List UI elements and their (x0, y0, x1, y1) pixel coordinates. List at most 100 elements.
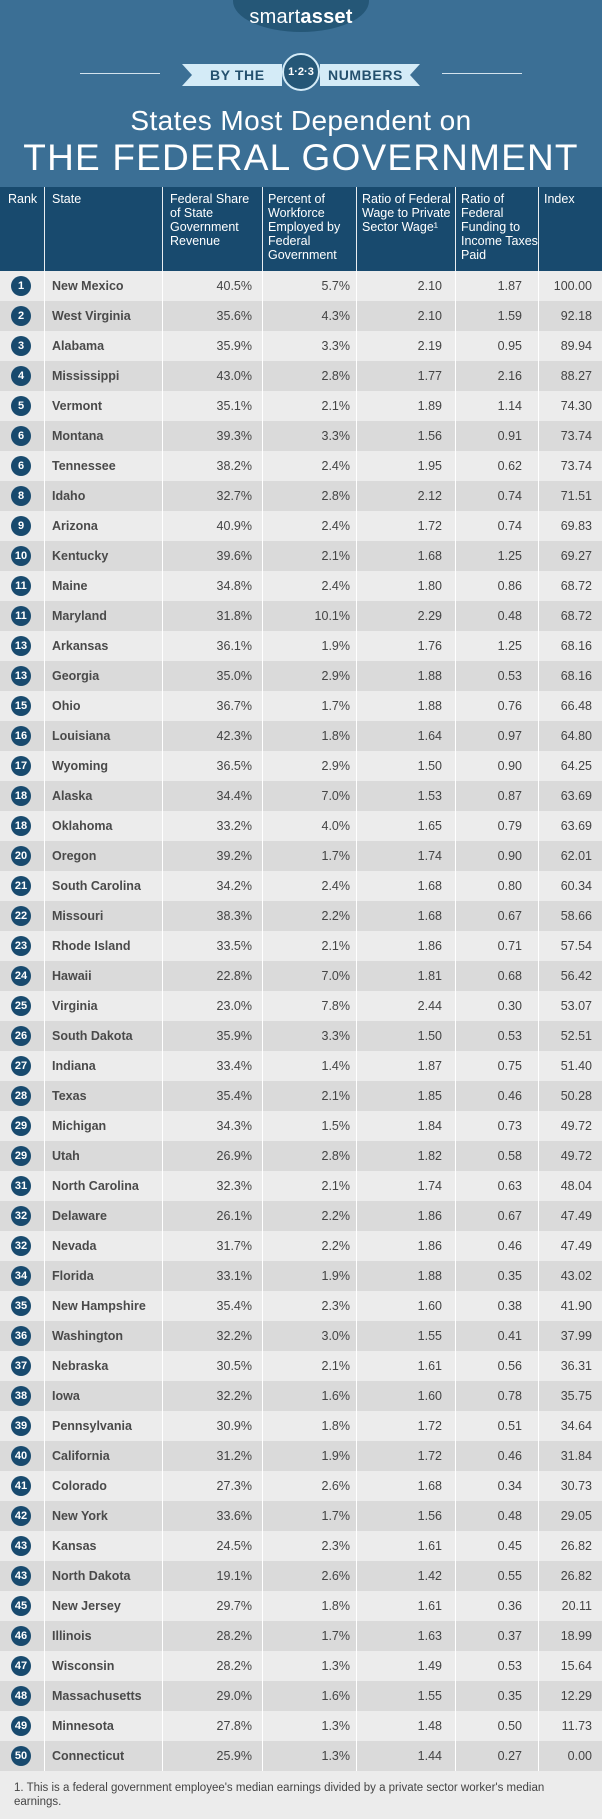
workforce-percent-cell: 2.1% (321, 399, 351, 413)
column-divider (538, 1561, 539, 1591)
state-name: Virginia (52, 999, 98, 1013)
workforce-percent-cell: 2.4% (321, 519, 351, 533)
state-name: Hawaii (52, 969, 92, 983)
column-divider (356, 991, 357, 1021)
column-divider (538, 691, 539, 721)
table-row: 9 Arizona 40.9% 2.4% 1.72 0.74 69.83 (0, 511, 602, 541)
rank-badge: 23 (11, 936, 31, 956)
index-cell: 35.75 (560, 1389, 592, 1403)
column-divider (356, 961, 357, 991)
index-cell: 73.74 (560, 429, 592, 443)
column-divider (455, 841, 456, 871)
state-name: Oklahoma (52, 819, 113, 833)
column-divider (262, 1441, 263, 1471)
wage-ratio-cell: 1.88 (417, 1269, 442, 1283)
index-cell: 71.51 (560, 489, 592, 503)
column-divider (455, 571, 456, 601)
rank-badge: 24 (11, 966, 31, 986)
index-cell: 48.04 (560, 1179, 592, 1193)
table-row: 5 Vermont 35.1% 2.1% 1.89 1.14 74.30 (0, 391, 602, 421)
column-divider (162, 691, 163, 721)
column-divider (455, 1651, 456, 1681)
index-cell: 47.49 (560, 1239, 592, 1253)
state-name: Idaho (52, 489, 86, 503)
index-cell: 68.16 (560, 669, 592, 683)
column-divider (538, 271, 539, 301)
rank-badge: 25 (11, 996, 31, 1016)
column-divider (262, 1681, 263, 1711)
state-name: Massachusetts (52, 1689, 142, 1703)
column-divider (356, 481, 357, 511)
column-divider (44, 1021, 45, 1051)
wage-ratio-cell: 1.56 (417, 429, 442, 443)
column-divider (162, 811, 163, 841)
column-divider (538, 1471, 539, 1501)
column-divider (44, 451, 45, 481)
column-divider (538, 451, 539, 481)
federal-share-cell: 32.2% (216, 1329, 252, 1343)
column-divider (538, 361, 539, 391)
workforce-percent-cell: 2.6% (321, 1479, 351, 1493)
column-divider (455, 631, 456, 661)
column-divider (356, 1651, 357, 1681)
funding-ratio-cell: 1.25 (497, 549, 522, 563)
federal-share-cell: 24.5% (216, 1539, 252, 1553)
table-row: 18 Oklahoma 33.2% 4.0% 1.65 0.79 63.69 (0, 811, 602, 841)
index-cell: 49.72 (560, 1119, 592, 1133)
index-cell: 52.51 (560, 1029, 592, 1043)
rank-badge: 6 (11, 426, 31, 446)
column-divider (44, 811, 45, 841)
wage-ratio-cell: 1.61 (417, 1359, 442, 1373)
wage-ratio-cell: 1.86 (417, 939, 442, 953)
column-divider (162, 1471, 163, 1501)
federal-share-cell: 34.3% (216, 1119, 252, 1133)
column-divider (538, 511, 539, 541)
column-divider (455, 871, 456, 901)
federal-share-cell: 34.8% (216, 579, 252, 593)
column-divider (162, 511, 163, 541)
column-divider (538, 1201, 539, 1231)
rank-badge: 34 (11, 1266, 31, 1286)
column-divider (538, 1141, 539, 1171)
index-cell: 0.00 (567, 1749, 592, 1763)
table-row: 17 Wyoming 36.5% 2.9% 1.50 0.90 64.25 (0, 751, 602, 781)
workforce-percent-cell: 2.1% (321, 1359, 351, 1373)
column-divider (44, 1711, 45, 1741)
column-divider (455, 1591, 456, 1621)
column-divider (44, 571, 45, 601)
index-cell: 63.69 (560, 789, 592, 803)
index-cell: 68.72 (560, 609, 592, 623)
column-divider (455, 451, 456, 481)
column-divider (538, 1081, 539, 1111)
table-row: 43 North Dakota 19.1% 2.6% 1.42 0.55 26.82 (0, 1561, 602, 1591)
column-divider (162, 331, 163, 361)
state-name: Connecticut (52, 1749, 125, 1763)
funding-ratio-cell: 0.75 (497, 1059, 522, 1073)
funding-ratio-cell: 0.46 (497, 1089, 522, 1103)
column-divider (162, 961, 163, 991)
column-divider (162, 481, 163, 511)
column-divider (262, 601, 263, 631)
column-divider (356, 871, 357, 901)
funding-ratio-cell: 0.38 (497, 1299, 522, 1313)
column-divider (455, 781, 456, 811)
column-divider (538, 391, 539, 421)
table-row: 48 Massachusetts 29.0% 1.6% 1.55 0.35 12.29 (0, 1681, 602, 1711)
state-name: Mississippi (52, 369, 120, 383)
wage-ratio-cell: 1.84 (417, 1119, 442, 1133)
wage-ratio-cell: 1.53 (417, 789, 442, 803)
rank-badge: 8 (11, 486, 31, 506)
workforce-percent-cell: 2.3% (321, 1539, 351, 1553)
column-divider (455, 1171, 456, 1201)
column-divider (162, 1621, 163, 1651)
wage-ratio-cell: 1.72 (417, 1449, 442, 1463)
column-header-federal-share: Federal Share of State Government Revenu… (170, 192, 250, 248)
index-cell: 66.48 (560, 699, 592, 713)
wage-ratio-cell: 1.61 (417, 1599, 442, 1613)
funding-ratio-cell: 0.37 (497, 1629, 522, 1643)
column-divider (44, 691, 45, 721)
column-divider (162, 1681, 163, 1711)
state-name: Nevada (52, 1239, 97, 1253)
column-divider (262, 721, 263, 751)
column-divider (538, 1411, 539, 1441)
